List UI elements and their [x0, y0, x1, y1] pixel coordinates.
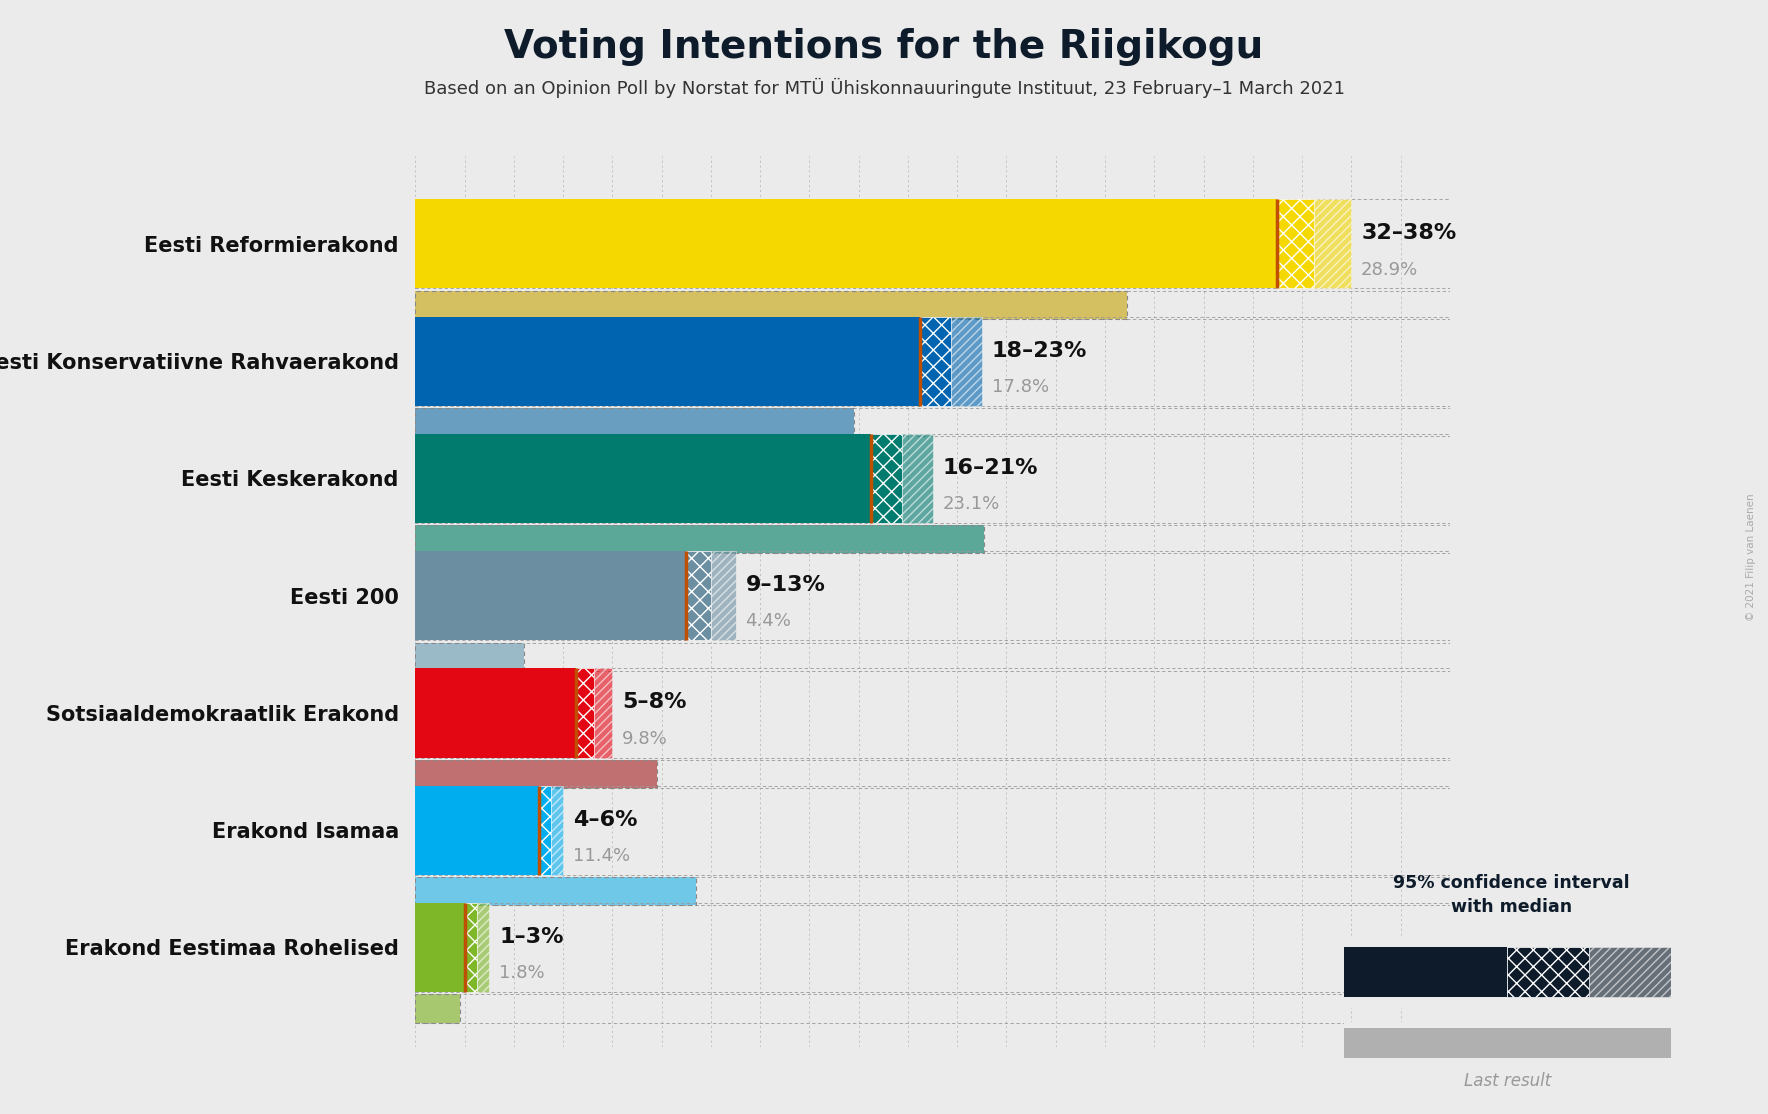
Bar	[415, 316, 921, 405]
Text: 1.8%: 1.8%	[499, 965, 545, 983]
Bar	[415, 199, 1450, 289]
Text: 5–8%: 5–8%	[622, 693, 686, 713]
Text: 11.4%: 11.4%	[573, 847, 629, 866]
Text: © 2021 Filip van Laenen: © 2021 Filip van Laenen	[1745, 494, 1756, 620]
Bar	[415, 408, 854, 437]
Bar	[921, 316, 951, 405]
Bar	[415, 643, 523, 671]
Text: 16–21%: 16–21%	[942, 458, 1038, 478]
Bar	[902, 433, 934, 522]
Text: 32–38%: 32–38%	[1361, 223, 1457, 243]
Bar	[415, 408, 1450, 437]
Bar	[415, 526, 1450, 554]
Bar	[415, 760, 1450, 788]
Bar	[1314, 199, 1351, 289]
Bar	[576, 668, 594, 758]
Bar	[686, 551, 711, 641]
Bar	[415, 526, 985, 554]
Bar	[415, 643, 523, 671]
Bar	[415, 408, 854, 437]
Bar	[415, 877, 1450, 906]
Bar	[415, 551, 1450, 641]
Text: 4.4%: 4.4%	[746, 613, 792, 631]
Text: 17.8%: 17.8%	[992, 378, 1048, 395]
Bar	[415, 668, 576, 758]
Bar	[1276, 199, 1314, 289]
Bar	[415, 760, 658, 788]
Bar	[415, 291, 1450, 319]
Text: 18–23%: 18–23%	[992, 341, 1087, 361]
Bar	[415, 291, 1128, 319]
Text: 9.8%: 9.8%	[622, 730, 668, 747]
Bar	[415, 995, 1450, 1023]
Bar	[539, 785, 552, 874]
Bar	[415, 316, 1450, 405]
Bar	[415, 877, 697, 906]
Bar	[711, 551, 735, 641]
Bar	[415, 760, 658, 788]
Text: 9–13%: 9–13%	[746, 575, 826, 595]
Bar	[415, 877, 697, 906]
Bar	[415, 995, 460, 1023]
Bar	[594, 668, 612, 758]
Bar	[415, 785, 539, 874]
Bar	[415, 643, 1450, 671]
Text: 95% confidence interval
with median: 95% confidence interval with median	[1393, 874, 1630, 916]
Bar	[415, 903, 465, 993]
Bar	[415, 433, 872, 522]
Text: Based on an Opinion Poll by Norstat for MTÜ Ühiskonnauuringute Instituut, 23 Feb: Based on an Opinion Poll by Norstat for …	[424, 78, 1344, 98]
Bar	[415, 433, 1450, 522]
Bar	[415, 995, 460, 1023]
Bar	[477, 903, 490, 993]
Bar	[1344, 1028, 1671, 1057]
Bar	[415, 199, 1276, 289]
Bar	[415, 291, 1128, 319]
Text: Voting Intentions for the Riigikogu: Voting Intentions for the Riigikogu	[504, 28, 1264, 66]
Bar	[415, 785, 1450, 874]
Text: 23.1%: 23.1%	[942, 496, 999, 514]
Bar	[872, 433, 902, 522]
Bar	[1589, 947, 1671, 997]
Bar	[1508, 947, 1589, 997]
Bar	[415, 668, 1450, 758]
Text: Last result: Last result	[1464, 1072, 1552, 1089]
Text: 28.9%: 28.9%	[1361, 261, 1418, 278]
Text: 1–3%: 1–3%	[499, 927, 564, 947]
Bar	[415, 526, 985, 554]
Text: 4–6%: 4–6%	[573, 810, 638, 830]
Bar	[951, 316, 981, 405]
Bar	[415, 551, 686, 641]
Bar	[1344, 947, 1508, 997]
Bar	[415, 903, 1450, 993]
Bar	[465, 903, 477, 993]
Bar	[552, 785, 564, 874]
